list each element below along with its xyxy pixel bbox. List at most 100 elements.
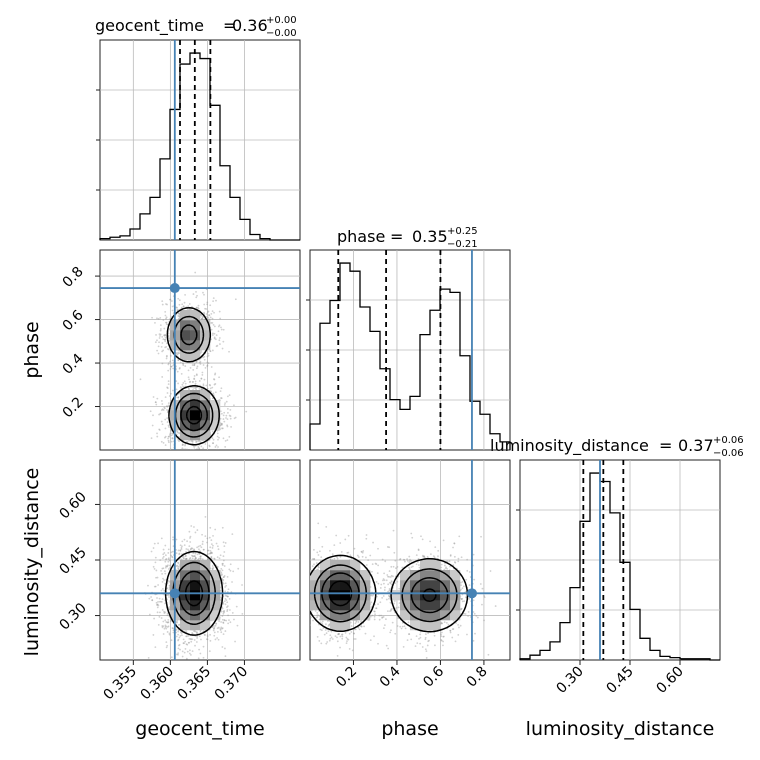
- density-geocent-time-vs-luminosity-distance-scatter-point: [219, 629, 222, 631]
- density-geocent-time-vs-phase-scatter-point: [168, 426, 170, 428]
- density-geocent-time-vs-phase-scatter-point: [167, 402, 170, 405]
- density-phase-vs-luminosity-distance-scatter-point: [407, 621, 410, 624]
- title-phase: phase = 0.35 +0.25 −0.21: [337, 226, 478, 250]
- density-geocent-time-vs-phase-scatter-point: [209, 350, 212, 352]
- density-geocent-time-vs-phase-scatter-point: [211, 437, 214, 440]
- density-geocent-time-vs-phase-scatter-point: [175, 306, 178, 309]
- density-geocent-time-vs-luminosity-distance-scatter-point: [183, 557, 185, 560]
- density-geocent-time-vs-phase-scatter-point: [165, 405, 168, 408]
- density-geocent-time-vs-luminosity-distance-scatter-point: [229, 621, 232, 624]
- density-geocent-time-vs-phase-scatter-point: [177, 351, 179, 354]
- density-geocent-time-vs-luminosity-distance-scatter-point: [164, 554, 167, 557]
- density-geocent-time-vs-phase-scatter-point: [170, 365, 173, 368]
- density-geocent-time-vs-luminosity-distance-scatter-point: [220, 626, 223, 629]
- density-geocent-time-vs-luminosity-distance-scatter-point: [206, 549, 209, 552]
- density-phase-vs-luminosity-distance-scatter-point: [306, 580, 308, 582]
- density-geocent-time-vs-luminosity-distance-scatter-point: [241, 612, 244, 615]
- density-geocent-time-vs-phase-scatter-point: [157, 317, 160, 320]
- density-phase-vs-luminosity-distance-scatter-point: [483, 596, 486, 599]
- density-geocent-time-vs-luminosity-distance-scatter-point: [179, 549, 182, 552]
- density-geocent-time-vs-luminosity-distance-scatter-point: [164, 544, 167, 547]
- density-phase-vs-luminosity-distance-scatter-point: [396, 566, 399, 568]
- density-geocent-time-vs-phase-scatter-point: [198, 388, 201, 390]
- density-geocent-time-vs-luminosity-distance-scatter-point: [229, 563, 232, 566]
- density-geocent-time-vs-luminosity-distance-scatter-point: [178, 553, 181, 556]
- density-geocent-time-vs-phase-scatter-point: [192, 449, 195, 450]
- density-geocent-time-vs-luminosity-distance-scatter-point: [153, 585, 156, 588]
- density-geocent-time-vs-phase-scatter-point: [193, 375, 196, 377]
- density-phase-vs-luminosity-distance-scatter-point: [402, 646, 405, 648]
- density-geocent-time-vs-luminosity-distance-scatter-point: [156, 576, 159, 579]
- density-phase-vs-luminosity-distance-scatter-point: [361, 555, 364, 558]
- density-geocent-time-vs-phase-scatter-point: [169, 360, 171, 363]
- density-geocent-time-vs-phase-scatter-point: [223, 404, 226, 406]
- density-geocent-time-vs-luminosity-distance-scatter-point: [157, 623, 160, 626]
- density-geocent-time-vs-luminosity-distance-scatter-point: [164, 602, 167, 605]
- density-geocent-time-vs-phase-scatter-point: [195, 306, 198, 309]
- density-geocent-time-vs-phase-scatter-point: [195, 296, 198, 299]
- density-geocent-time-vs-luminosity-distance-density-cell: [180, 610, 191, 621]
- density-geocent-time-vs-luminosity-distance-scatter-point: [211, 568, 214, 571]
- density-geocent-time-vs-luminosity-distance-scatter-point: [179, 648, 181, 651]
- density-geocent-time-vs-luminosity-distance-scatter-point: [219, 554, 222, 557]
- density-geocent-time-vs-luminosity-distance-scatter-point: [198, 548, 200, 551]
- density-geocent-time-vs-phase-density-cell: [180, 330, 191, 341]
- density-geocent-time-vs-phase-scatter-point: [165, 303, 167, 305]
- density-geocent-time-vs-phase-scatter-point: [177, 312, 180, 315]
- density-phase-vs-luminosity-distance-scatter-point: [347, 534, 350, 537]
- density-geocent-time-vs-luminosity-distance-scatter-point: [198, 648, 201, 651]
- density-geocent-time-vs-phase-scatter-point: [161, 336, 164, 338]
- density-geocent-time-vs-luminosity-distance-scatter-point: [189, 541, 192, 543]
- density-geocent-time-vs-luminosity-distance-scatter-point: [166, 587, 169, 590]
- density-geocent-time-vs-phase-scatter-point: [168, 337, 171, 339]
- density-geocent-time-vs-luminosity-distance-scatter-point: [191, 650, 194, 653]
- density-geocent-time-vs-luminosity-distance-scatter-point: [181, 540, 184, 543]
- density-geocent-time-vs-luminosity-distance-scatter-point: [166, 644, 169, 647]
- density-geocent-time-vs-phase-scatter-point: [211, 334, 214, 336]
- density-geocent-time-vs-luminosity-distance-scatter-point: [204, 515, 207, 518]
- density-geocent-time-vs-phase-scatter-point: [197, 306, 199, 309]
- density-geocent-time-vs-luminosity-distance-scatter-point: [216, 565, 219, 568]
- density-phase-vs-luminosity-distance-scatter-point: [304, 576, 306, 578]
- density-geocent-time-vs-phase-scatter-point: [164, 436, 166, 439]
- density-geocent-time-vs-luminosity-distance-scatter-point: [186, 635, 188, 638]
- density-geocent-time-vs-luminosity-distance-scatter-point: [178, 552, 181, 555]
- density-geocent-time-vs-luminosity-distance-contour-2: [178, 570, 210, 616]
- density-geocent-time-vs-phase-scatter-point: [188, 378, 190, 381]
- density-geocent-time-vs-phase-scatter-point: [151, 424, 154, 427]
- density-geocent-time-vs-phase-scatter-point: [168, 362, 170, 365]
- density-geocent-time-vs-phase-scatter-point: [169, 392, 172, 395]
- density-geocent-time-vs-phase-scatter-point: [188, 439, 191, 442]
- density-geocent-time-vs-luminosity-distance-scatter-point: [226, 601, 229, 604]
- density-phase-vs-luminosity-distance-scatter-point: [365, 556, 367, 559]
- density-geocent-time-vs-luminosity-distance-scatter-point: [177, 566, 179, 568]
- density-geocent-time-vs-phase-scatter-point: [167, 435, 170, 438]
- density-geocent-time-vs-phase-scatter-point: [206, 311, 209, 313]
- density-geocent-time-vs-phase-scatter-point: [218, 339, 221, 342]
- density-geocent-time-vs-phase-scatter-point: [200, 314, 203, 317]
- density-geocent-time-vs-luminosity-distance-scatter-point: [151, 599, 154, 602]
- density-geocent-time-vs-phase-density-cell: [180, 310, 191, 321]
- density-geocent-time-vs-luminosity-distance-scatter-point: [172, 627, 175, 630]
- density-geocent-time-vs-luminosity-distance-scatter-point: [163, 570, 166, 573]
- density-geocent-time-vs-luminosity-distance-scatter-point: [217, 626, 220, 629]
- density-geocent-time-vs-phase-scatter-point: [233, 417, 236, 420]
- density-geocent-time-vs-phase-scatter-point: [167, 380, 170, 383]
- density-geocent-time-vs-luminosity-distance-scatter-point: [193, 554, 196, 557]
- density-phase-vs-luminosity-distance-scatter-point: [446, 560, 449, 563]
- density-geocent-time-vs-phase-density-cell: [190, 400, 201, 411]
- density-geocent-time-vs-luminosity-distance-scatter-point: [194, 552, 197, 555]
- density-geocent-time-vs-phase-scatter-point: [191, 386, 194, 389]
- density-geocent-time-vs-luminosity-distance-scatter-point: [186, 643, 189, 646]
- density-geocent-time-vs-phase-scatter-point: [168, 434, 171, 436]
- density-geocent-time-vs-phase-scatter-point: [171, 451, 173, 453]
- density-geocent-time-vs-phase-scatter-point: [194, 452, 196, 454]
- density-geocent-time-vs-phase-truth-point: [169, 283, 180, 294]
- density-geocent-time-vs-luminosity-distance-scatter-point: [159, 611, 161, 614]
- density-geocent-time-vs-luminosity-distance-scatter-point: [201, 543, 204, 545]
- density-geocent-time-vs-phase-scatter-point: [222, 414, 225, 417]
- density-geocent-time-vs-phase-scatter-point: [171, 359, 174, 362]
- density-geocent-time-vs-luminosity-distance-scatter-point: [167, 564, 169, 567]
- density-geocent-time-vs-luminosity-distance-scatter-point: [153, 617, 156, 620]
- density-geocent-time-vs-phase-scatter-point: [225, 400, 228, 403]
